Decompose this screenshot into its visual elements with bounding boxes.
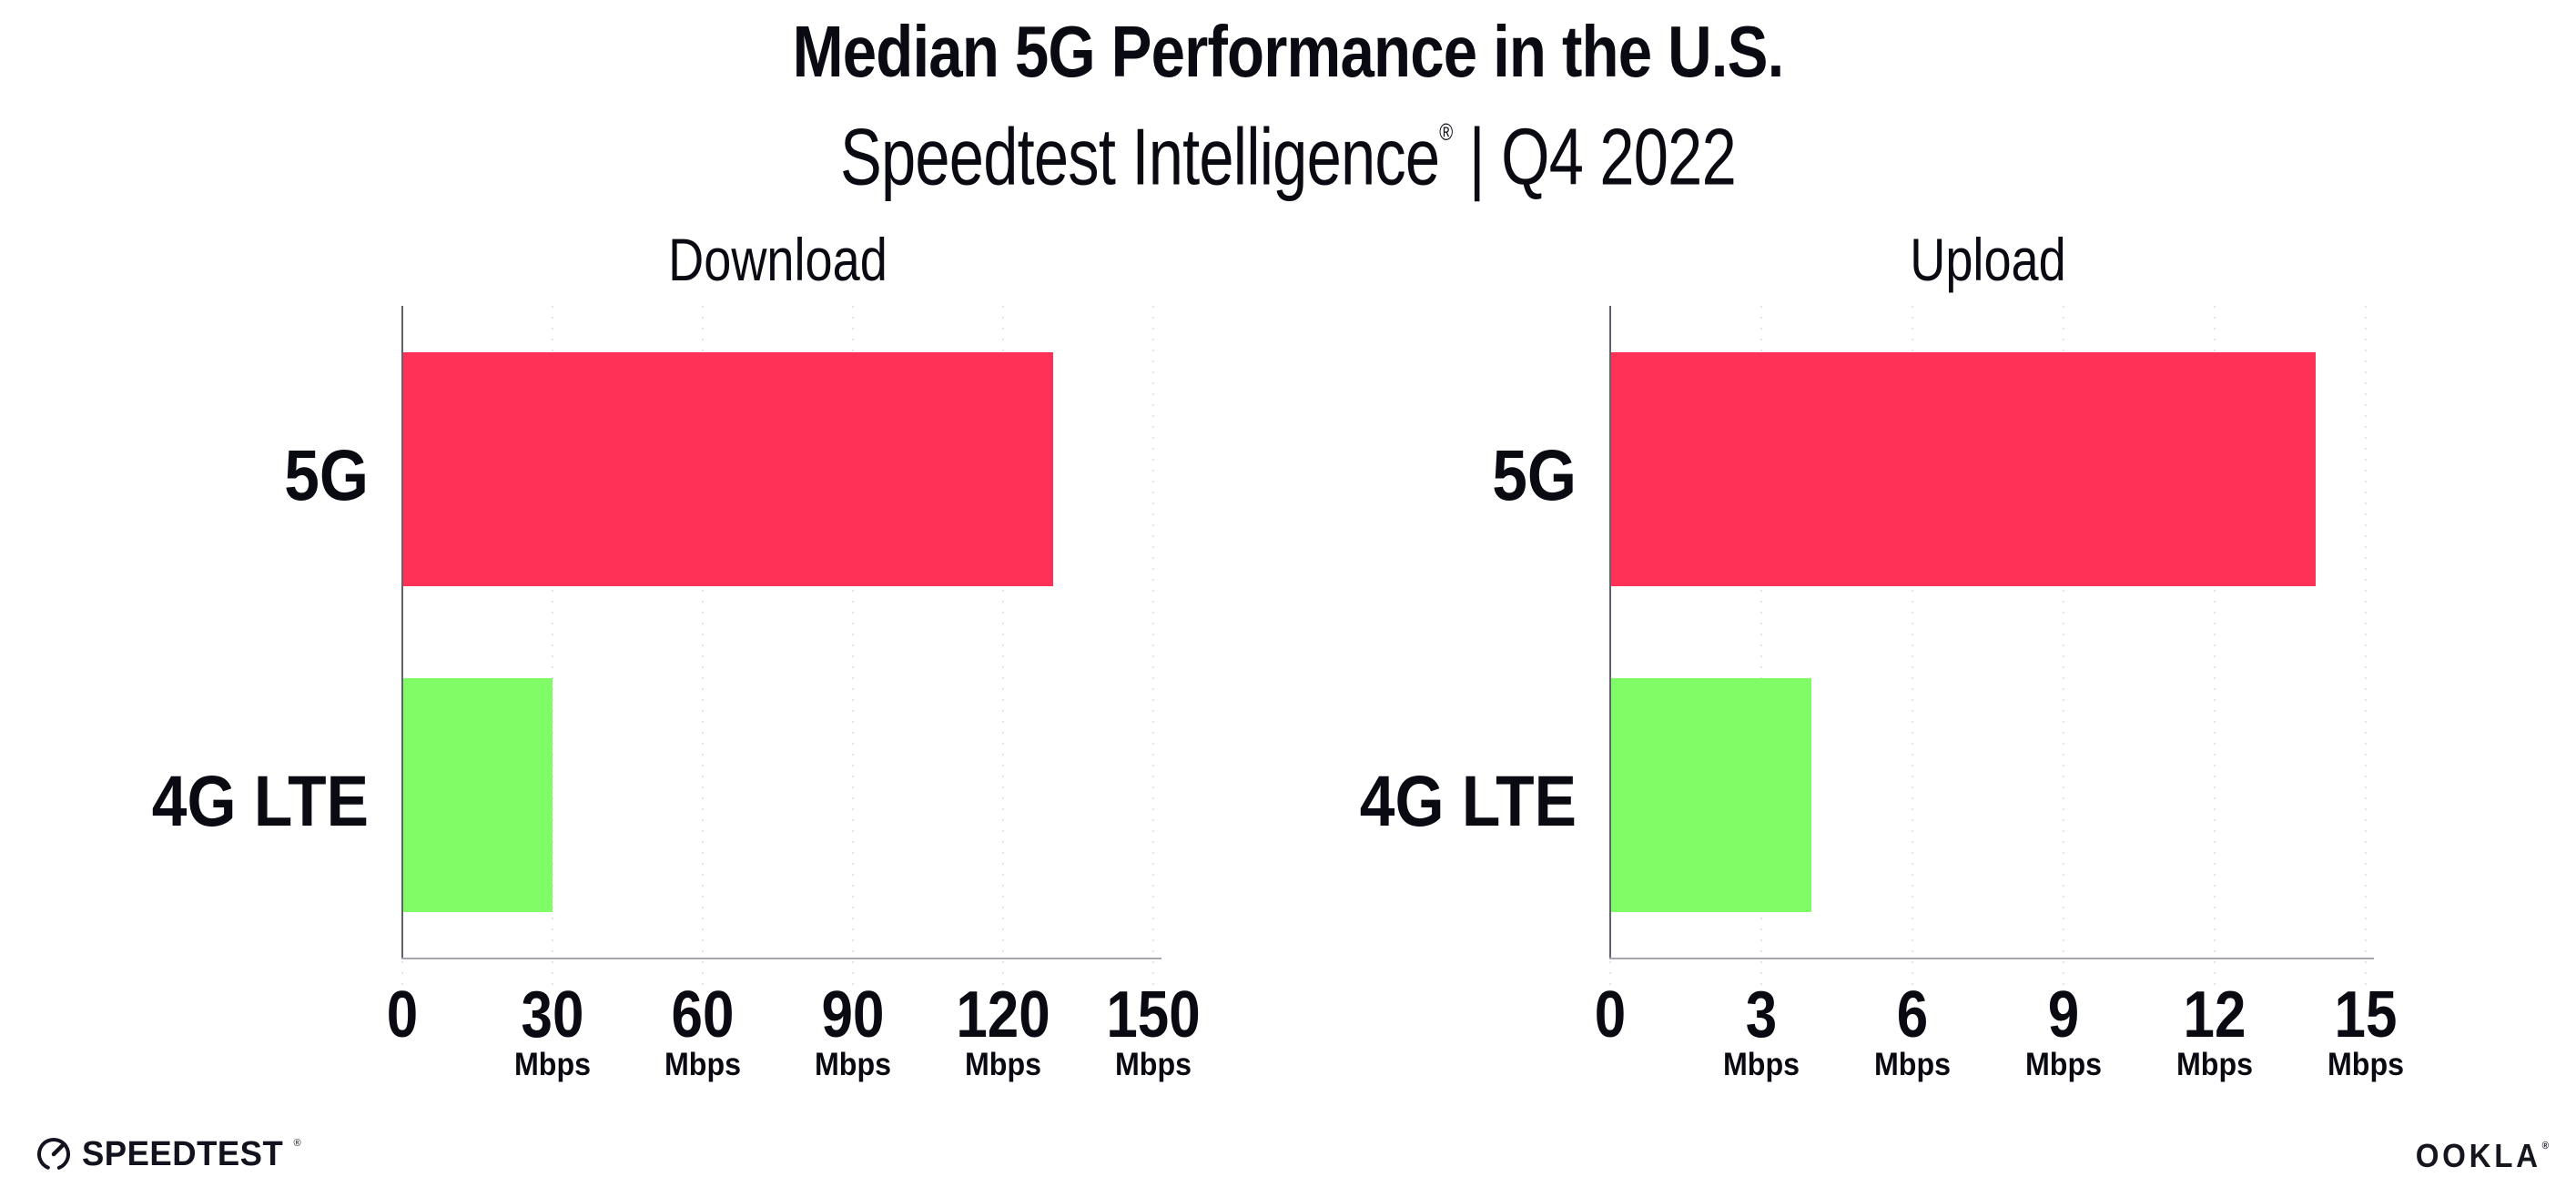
ookla-wordmark: OOKLA xyxy=(2415,1137,2541,1174)
ookla-registered-icon: ® xyxy=(2541,1141,2549,1151)
ookla-logo: OOKLA ® xyxy=(2415,1137,2549,1174)
x-tick-label-download-150: 150 xyxy=(1106,979,1201,1051)
subtitle-period: | Q4 2022 xyxy=(1452,111,1737,202)
x-gridline-upload-6 xyxy=(1912,306,1913,987)
category-label-upload-5g: 5G xyxy=(1492,433,1577,515)
speedtest-wordmark: SPEEDTEST xyxy=(82,1134,284,1173)
x-tick-label-upload-0: 0 xyxy=(1594,979,1627,1051)
x-tick-label-upload-12: 12 xyxy=(2183,979,2246,1051)
x-gridline-upload-3 xyxy=(1760,306,1762,987)
x-tick-unit-download-30: Mbps xyxy=(513,1047,592,1082)
x-tick-unit-download-150: Mbps xyxy=(1114,1047,1192,1082)
x-tick-unit-upload-6: Mbps xyxy=(1873,1047,1952,1082)
chart-title-upload: Upload xyxy=(1910,226,2066,293)
x-tick-label-upload-3: 3 xyxy=(1745,979,1778,1051)
x-gridline-download-150 xyxy=(1152,306,1154,987)
y-axis-line-download xyxy=(401,306,403,959)
x-tick-label-download-30: 30 xyxy=(521,979,584,1051)
registered-mark-icon: ® xyxy=(1439,118,1453,146)
x-tick-unit-download-90: Mbps xyxy=(814,1047,892,1082)
x-tick-unit-upload-3: Mbps xyxy=(1722,1047,1800,1082)
x-gridline-upload-12 xyxy=(2214,306,2216,987)
x-gridline-upload-9 xyxy=(2063,306,2064,987)
x-gridline-download-60 xyxy=(702,306,704,987)
x-tick-label-download-0: 0 xyxy=(386,979,419,1051)
x-tick-label-download-60: 60 xyxy=(671,979,735,1051)
speedtest-gauge-icon xyxy=(37,1138,70,1171)
bar-upload-4g-lte xyxy=(1610,678,1812,912)
x-gridline-download-30 xyxy=(552,306,553,987)
x-axis-line-upload xyxy=(1609,958,2374,959)
y-axis-line-upload xyxy=(1609,306,1611,959)
x-axis-line-download xyxy=(401,958,1161,959)
x-tick-label-upload-15: 15 xyxy=(2334,979,2398,1051)
x-tick-unit-upload-15: Mbps xyxy=(2327,1047,2405,1082)
x-gridline-upload-15 xyxy=(2365,306,2367,987)
subtitle-brand: Speedtest Intelligence xyxy=(840,111,1440,202)
page-subtitle: Speedtest Intelligence® | Q4 2022 xyxy=(283,95,2292,202)
bar-upload-5g xyxy=(1610,352,2316,586)
category-label-download-4g-lte: 4G LTE xyxy=(151,759,369,841)
x-tick-unit-upload-9: Mbps xyxy=(2024,1047,2103,1082)
x-tick-label-upload-6: 6 xyxy=(1896,979,1929,1051)
page-title: Median 5G Performance in the U.S. xyxy=(792,11,1785,92)
x-tick-label-upload-9: 9 xyxy=(2047,979,2080,1051)
category-label-upload-4g-lte: 4G LTE xyxy=(1359,759,1577,841)
category-label-download-5g: 5G xyxy=(284,433,369,515)
x-tick-label-download-90: 90 xyxy=(821,979,885,1051)
x-tick-unit-download-120: Mbps xyxy=(964,1047,1042,1082)
speedtest-logo: SPEEDTEST ® xyxy=(35,1134,301,1174)
x-tick-unit-upload-12: Mbps xyxy=(2175,1047,2254,1082)
speedtest-registered-icon: ® xyxy=(293,1138,301,1149)
bar-download-5g xyxy=(402,352,1053,586)
x-tick-unit-download-60: Mbps xyxy=(664,1047,742,1082)
x-gridline-download-90 xyxy=(852,306,854,987)
bar-download-4g-lte xyxy=(402,678,553,912)
x-tick-label-download-120: 120 xyxy=(956,979,1050,1051)
x-gridline-download-120 xyxy=(1002,306,1004,987)
chart-title-download: Download xyxy=(668,226,887,293)
